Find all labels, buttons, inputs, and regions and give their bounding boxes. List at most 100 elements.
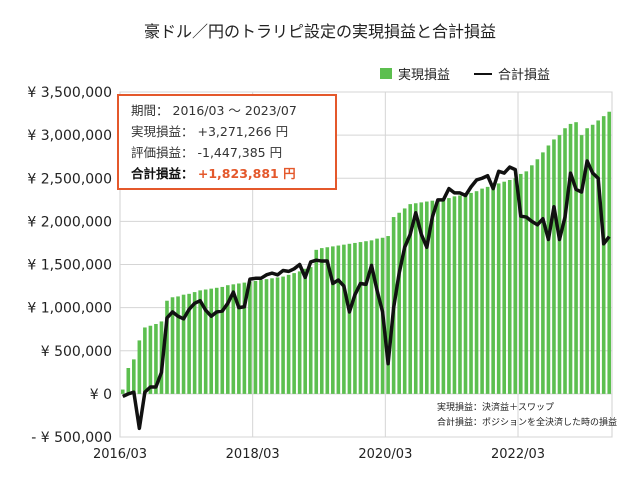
bar-realized <box>447 198 451 394</box>
bar-realized <box>297 271 302 394</box>
bar-realized <box>552 139 556 394</box>
bar-realized <box>242 282 247 394</box>
bar-realized <box>397 212 401 394</box>
bar-realized <box>574 122 578 394</box>
bar-realized <box>419 202 424 394</box>
bar-realized <box>402 208 407 394</box>
bar-realized <box>491 185 495 394</box>
bar-realized <box>530 165 534 394</box>
y-tick-label: ¥ 3,500,000 <box>27 85 112 101</box>
bar-realized <box>165 300 169 394</box>
bar-realized <box>281 276 285 394</box>
bar-realized <box>541 152 545 394</box>
bar-realized <box>563 128 567 394</box>
y-tick-label: ¥ 0 <box>90 387 112 403</box>
total-value: +1,823,881 円 <box>197 166 296 181</box>
period-label: 期間： <box>131 103 169 118</box>
bar-realized <box>436 199 440 394</box>
bar-realized <box>408 204 413 394</box>
bar-realized <box>485 186 490 394</box>
bar-realized <box>579 135 584 394</box>
y-tick-label: ¥ 1,000,000 <box>27 301 112 317</box>
bar-realized <box>513 178 518 394</box>
bar-realized <box>568 123 573 394</box>
bar-realized <box>369 240 374 394</box>
period-value: 2016/03 ～ 2023/07 <box>172 103 297 118</box>
period-row: 期間： 2016/03 ～ 2023/07 <box>131 100 335 121</box>
bar-realized <box>192 292 197 394</box>
bar-realized <box>132 359 136 394</box>
bar-realized <box>342 244 346 394</box>
bar-realized <box>496 183 501 394</box>
bar-realized <box>353 242 357 394</box>
bar-realized <box>331 246 335 394</box>
bar-realized <box>518 173 523 394</box>
bar-realized <box>325 247 330 394</box>
bar-realized <box>259 280 263 394</box>
bar-realized <box>546 145 551 394</box>
chart-title: 豪ドル／円のトラリピ設定の実現損益と合計損益 <box>143 22 496 41</box>
realized-value: +3,271,266 円 <box>197 124 289 139</box>
realized-row: 実現損益： +3,271,266 円 <box>131 121 335 142</box>
legend-swatch-total <box>474 72 493 75</box>
summary-box: 期間： 2016/03 ～ 2023/07 実現損益： +3,271,266 円… <box>117 94 337 190</box>
bar-realized <box>596 120 600 394</box>
x-tick-label: 2020/03 <box>358 447 412 462</box>
bar-realized <box>314 249 319 394</box>
total-row: 合計損益： +1,823,881 円 <box>131 163 335 184</box>
bar-realized <box>601 116 606 394</box>
bar-realized <box>308 267 313 394</box>
bar-realized <box>143 327 147 394</box>
y-tick-label: - ¥ 500,000 <box>31 430 112 446</box>
bar-realized <box>463 194 468 394</box>
bar-realized <box>474 191 479 394</box>
bar-realized <box>480 188 484 394</box>
y-tick-label: ¥ 1,500,000 <box>27 258 112 274</box>
bar-realized <box>458 195 462 394</box>
bar-realized <box>292 273 296 394</box>
bar-realized <box>469 192 473 394</box>
bar-realized <box>187 293 191 394</box>
bar-realized <box>126 368 131 394</box>
bar-realized <box>535 159 540 394</box>
bar-realized <box>264 279 269 394</box>
annotation-realized: 実現損益：決済益＋スワップ <box>437 403 555 413</box>
bar-realized <box>248 281 252 394</box>
bar-realized <box>148 325 153 394</box>
x-tick-label: 2016/03 <box>93 447 147 462</box>
bar-realized <box>176 296 180 394</box>
annotation-total: 合計損益：ポジションを全決済した時の損益 <box>437 418 618 428</box>
legend-label-realized: 実現損益 <box>398 68 451 83</box>
y-tick-label: ¥ 2,500,000 <box>27 171 112 187</box>
bar-realized <box>364 241 368 394</box>
bar-realized <box>452 196 457 394</box>
bar-realized <box>203 289 208 394</box>
bar-realized <box>319 248 324 394</box>
bar-realized <box>286 274 291 394</box>
bar-realized <box>557 135 562 394</box>
y-tick-label: ¥ 2,000,000 <box>27 214 112 230</box>
bar-realized <box>181 294 186 394</box>
bar-realized <box>585 128 589 394</box>
bar-realized <box>237 283 241 394</box>
y-tick-label: ¥ 500,000 <box>41 344 112 360</box>
bar-realized <box>270 278 274 394</box>
y-tick-label: ¥ 3,000,000 <box>27 128 112 144</box>
unrealized-value: -1,447,385 円 <box>197 145 283 160</box>
bar-realized <box>275 277 280 394</box>
x-tick-label: 2022/03 <box>491 447 545 462</box>
bar-realized <box>214 287 219 394</box>
bar-realized <box>220 286 225 394</box>
bar-realized <box>386 236 390 394</box>
bar-realized <box>209 288 214 394</box>
legend-swatch-realized <box>380 68 392 79</box>
realized-label: 実現損益： <box>131 124 194 139</box>
bar-realized <box>590 124 595 394</box>
bar-realized <box>303 268 307 394</box>
x-tick-label: 2018/03 <box>226 447 280 462</box>
bar-realized <box>425 201 429 394</box>
bar-realized <box>524 171 529 394</box>
bar-realized <box>607 111 612 394</box>
bar-realized <box>154 324 158 394</box>
